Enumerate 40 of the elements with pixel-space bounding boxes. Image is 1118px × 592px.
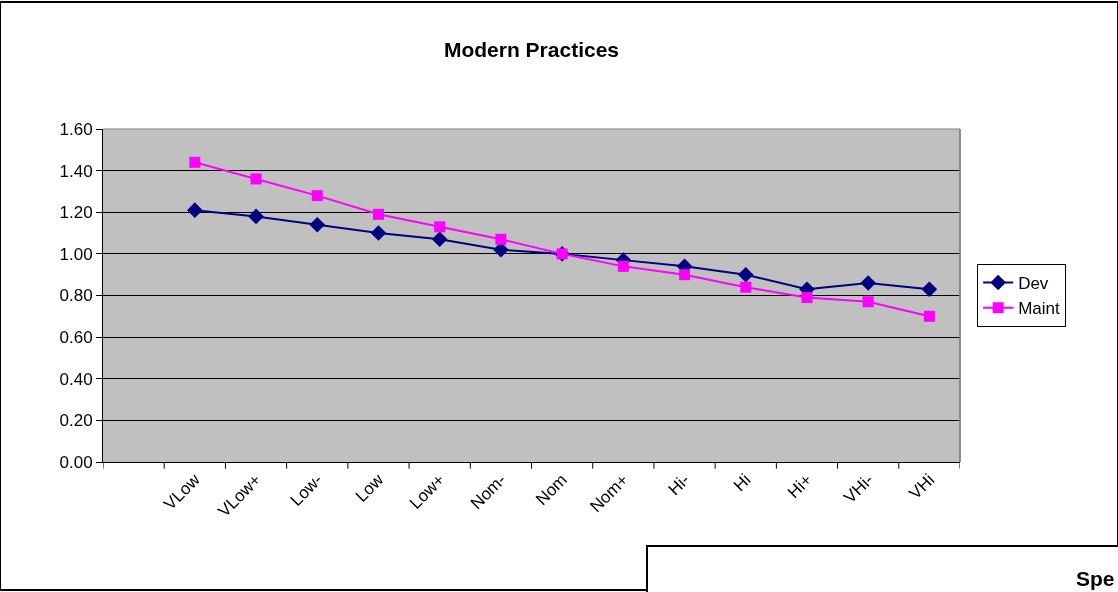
y-tick-label: 1.00	[59, 244, 93, 264]
point	[309, 216, 326, 233]
text: Spe	[1076, 567, 1115, 590]
y-tick-label: 0.40	[59, 369, 93, 389]
point	[801, 292, 813, 304]
legend-label: Dev	[1018, 274, 1049, 294]
y-tick-label: 1.40	[59, 161, 93, 181]
legend-label: Maint	[1018, 299, 1060, 319]
y-tick-label: 0.00	[59, 452, 93, 472]
point	[372, 208, 384, 220]
x-tick-label: VHi-	[840, 470, 878, 508]
y-tick-label: 1.20	[59, 203, 93, 223]
point	[370, 225, 387, 241]
point	[189, 156, 201, 168]
point	[860, 275, 876, 291]
point	[862, 296, 874, 308]
chart-title: Modern Practices	[443, 38, 620, 62]
x-tick-label: Low-	[286, 470, 327, 510]
point	[679, 269, 691, 281]
point	[248, 208, 264, 225]
y-tick-label: 0.80	[59, 286, 93, 306]
y-tick-label: 0.20	[59, 411, 93, 431]
point	[311, 190, 323, 202]
y-tick-label: 1.60	[59, 119, 93, 139]
y-tick-label: 0.60	[59, 328, 93, 348]
x-tick-label: Low	[351, 469, 388, 506]
point	[434, 221, 446, 233]
x-tick-label: Hi-	[664, 470, 694, 500]
point	[737, 266, 754, 283]
x-tick-label: Hi	[729, 470, 755, 496]
point	[740, 281, 752, 293]
x-tick-label: Hi+	[783, 470, 816, 503]
point	[923, 310, 935, 322]
point	[495, 233, 507, 245]
point	[431, 231, 448, 248]
point	[921, 281, 938, 298]
x-tick-label: VHi	[905, 470, 939, 504]
point	[617, 260, 629, 272]
point	[250, 173, 262, 185]
point	[187, 202, 203, 218]
